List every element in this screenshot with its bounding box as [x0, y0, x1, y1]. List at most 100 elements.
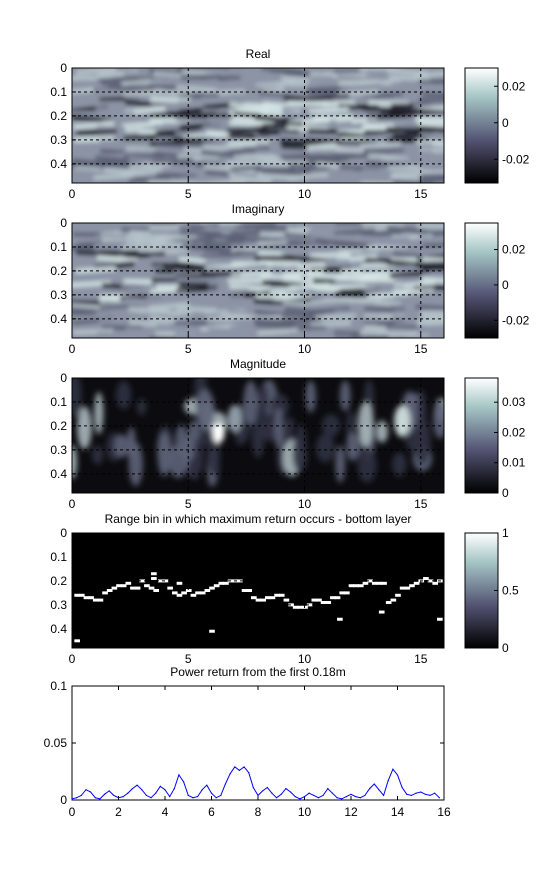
- y-tick-label: 0.1: [50, 679, 67, 693]
- texture-band: [387, 165, 429, 171]
- series-point: [192, 797, 194, 799]
- series-point: [285, 788, 287, 790]
- y-tick-label: 0.3: [50, 443, 67, 457]
- texture-blob: [168, 444, 188, 479]
- texture-blob: [94, 391, 104, 435]
- scatter-point: [432, 581, 439, 585]
- panel-5: Power return from the first 0.18m 0 2 4 6 8 10…: [44, 665, 451, 819]
- texture-band: [419, 235, 444, 244]
- series-point: [173, 788, 175, 790]
- scatter-point: [181, 591, 187, 595]
- texture-blob: [335, 445, 346, 483]
- scatter-point: [337, 617, 343, 621]
- axes-frame: [71, 532, 445, 649]
- series-point: [164, 789, 166, 791]
- texture-band: [413, 101, 444, 109]
- x-tick-label: 4: [162, 805, 169, 819]
- scatter-point: [139, 579, 146, 583]
- peak-blob: [212, 423, 225, 444]
- texture-blob: [346, 432, 360, 462]
- scatter-point: [88, 596, 94, 600]
- x-tick-label: 8: [255, 805, 262, 819]
- scatter-point: [437, 617, 443, 621]
- colorbar-tick-label: 0.01: [502, 456, 526, 470]
- series-point: [234, 766, 236, 768]
- series-point: [215, 797, 217, 799]
- texture-band: [202, 144, 244, 150]
- y-tick-label: 0.4: [50, 312, 67, 326]
- scatter-point: [144, 584, 150, 588]
- colorbar-tick-label: 0: [502, 116, 509, 130]
- texture-blob: [284, 416, 295, 434]
- series-point: [373, 783, 375, 785]
- scatter-point: [199, 591, 206, 595]
- scatter-point: [209, 629, 215, 633]
- scatter-point: [334, 596, 341, 600]
- texture-blob: [274, 407, 284, 450]
- texture-band: [310, 296, 351, 305]
- x-tick-label: 0: [69, 187, 76, 201]
- scatter-point: [120, 584, 127, 588]
- scatter-point: [330, 596, 336, 600]
- texture-band: [72, 280, 111, 288]
- scatter-point: [409, 584, 415, 588]
- series-point: [155, 792, 157, 794]
- series-point: [401, 786, 403, 789]
- y-tick-label: 0.3: [50, 133, 67, 147]
- texture-band: [76, 129, 118, 136]
- series-point: [238, 769, 240, 771]
- texture-band: [386, 126, 427, 133]
- scatter-point: [283, 598, 290, 602]
- scatter-point: [339, 591, 346, 595]
- series-point: [276, 797, 278, 799]
- scatter-point: [185, 589, 192, 592]
- scatter-point: [151, 572, 157, 576]
- scatter-point: [320, 600, 327, 604]
- texture-band: [226, 125, 268, 135]
- peak-blob: [227, 404, 242, 433]
- series-point: [122, 795, 124, 798]
- texture-band: [416, 223, 444, 229]
- texture-band: [146, 290, 188, 300]
- series-point: [136, 784, 138, 786]
- colorbar-tick-label: 0.5: [502, 584, 519, 598]
- scatter-point: [223, 581, 229, 585]
- y-tick-label: 0.3: [50, 288, 67, 302]
- scatter-point: [288, 603, 294, 607]
- series-point: [90, 791, 92, 793]
- x-tick-label: 10: [298, 497, 312, 511]
- texture-band: [363, 148, 405, 154]
- scatter-point: [251, 596, 257, 600]
- texture-blob: [126, 426, 136, 462]
- y-tick-label: 0.2: [50, 574, 67, 588]
- series-point: [406, 793, 408, 795]
- texture-band: [386, 225, 428, 235]
- texture-band: [94, 311, 136, 320]
- series-point: [364, 794, 366, 797]
- texture-band: [417, 120, 444, 128]
- scatter-point: [344, 591, 350, 595]
- colorbar-gradient: [464, 67, 499, 184]
- panel-3: Magnitude 0 5 10 15 0 0.1 0.2 0.3 0.4 0.03 0.02 0.01…: [50, 357, 525, 511]
- texture-band: [417, 320, 444, 329]
- texture-blob: [392, 452, 407, 477]
- x-tick-label: 0: [69, 652, 76, 666]
- colorbar-tick-label: 0.02: [502, 243, 526, 257]
- texture-band: [334, 152, 375, 159]
- series-point: [169, 795, 171, 798]
- panel-2: Imaginary 0 5 10 15 0 0.1 0.2 0.3 0.4 0.02 0 -0.02: [50, 202, 529, 356]
- texture-band: [287, 172, 329, 182]
- texture-blob: [77, 406, 92, 450]
- series-point: [420, 791, 422, 793]
- y-tick-label: 0: [60, 61, 67, 75]
- texture-band: [230, 164, 272, 174]
- x-tick-label: 16: [437, 805, 451, 819]
- series-point: [378, 789, 380, 791]
- x-tick-label: 15: [414, 342, 428, 356]
- peak-blob: [394, 405, 411, 438]
- series-point: [117, 797, 120, 799]
- texture-blob: [416, 390, 427, 436]
- texture-blob: [305, 380, 317, 413]
- x-tick-label: 0: [69, 342, 76, 356]
- panel-title: Power return from the first 0.18m: [170, 665, 345, 679]
